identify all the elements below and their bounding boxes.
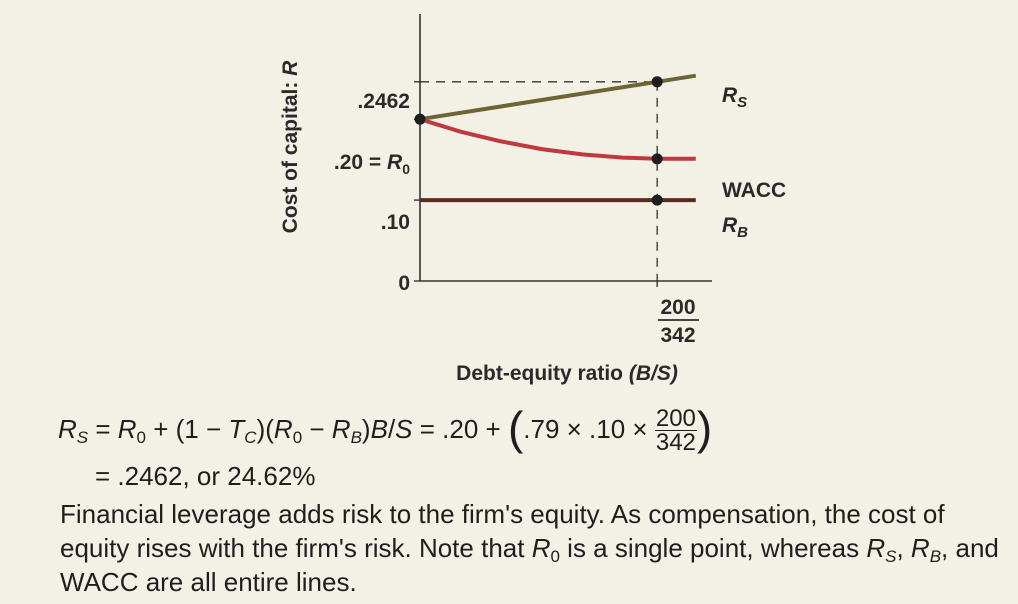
equation-part-2: .79 × .10 ×	[523, 414, 648, 444]
y-tick-0: 0	[398, 272, 410, 295]
equation-line-1: RS = R0 + (1 − TC)(R0 − RB)B/S = .20 + (…	[58, 402, 713, 456]
note-text-4: is a single point, whereas	[559, 533, 867, 563]
x-tick-denominator: 342	[660, 324, 695, 347]
y-tick-r0: .20 = R0	[334, 151, 410, 177]
point-rb	[651, 194, 663, 206]
close-paren: )	[696, 402, 713, 454]
series-label-rb: RB	[722, 214, 748, 241]
point-wacc	[651, 153, 663, 165]
equation-part-1: = .20 +	[419, 414, 501, 444]
explanation-note: Financial leverage adds risk to the firm…	[60, 499, 999, 597]
point-r0	[414, 113, 426, 125]
y-axis-label: Cost of capital: R	[279, 60, 302, 234]
y-tick-10: .10	[381, 211, 410, 234]
series-label-rs: RS	[722, 84, 747, 111]
equation-fraction-den: 342	[655, 429, 696, 456]
chart: 0 .10 .20 = R0 .2462 200 342 RS WACC RB …	[279, 14, 786, 385]
point-rs	[651, 76, 663, 88]
x-tick-numerator: 200	[660, 296, 695, 319]
equation-fraction-num: 200	[654, 405, 697, 432]
series-line-wacc	[419, 117, 696, 161]
note-text-3: s risk. Note that	[343, 533, 532, 563]
note-text-1: Financial leverage adds risk to the firm	[60, 499, 506, 529]
note-text-2: s equity. As compensation, the cost of e…	[60, 499, 945, 563]
note-text-5: , and WACC are all entire lines.	[60, 533, 999, 597]
equation-line-2: = .2462, or 24.62%	[95, 461, 316, 491]
series-label-wacc: WACC	[722, 179, 786, 202]
x-axis-label: Debt-equity ratio (B/S)	[456, 362, 678, 385]
open-paren: (	[507, 402, 524, 454]
equation-fraction: 200 342	[654, 405, 697, 456]
y-tick-2462: .2462	[357, 90, 410, 113]
